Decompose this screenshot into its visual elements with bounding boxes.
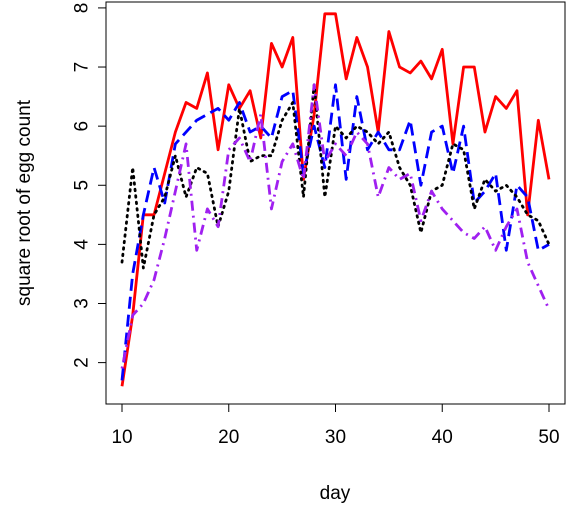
series-line-3 [120, 83, 551, 270]
x-tick-label-40: 40 [432, 427, 453, 448]
series-line-1 [120, 12, 551, 387]
y-tick-label-8: 8 [72, 3, 93, 14]
x-tick-label-30: 30 [325, 427, 346, 448]
x-axis: 10 20 30 40 50 [111, 403, 560, 448]
plot-frame [105, 1, 566, 405]
x-tick-label-50: 50 [538, 427, 559, 448]
y-tick-label-5: 5 [72, 180, 93, 191]
y-tick-label-6: 6 [72, 121, 93, 132]
y-axis: 2 3 4 5 6 7 8 [72, 3, 107, 368]
x-tick-label-20: 20 [218, 427, 239, 448]
series-layer [120, 12, 551, 387]
x-axis-label: day [320, 483, 351, 504]
y-axis-label: square root of egg count [14, 99, 35, 306]
y-tick-label-4: 4 [72, 239, 93, 250]
x-tick-label-10: 10 [111, 427, 132, 448]
y-tick-label-7: 7 [72, 62, 93, 73]
y-tick-label-3: 3 [72, 298, 93, 309]
series-line-4 [120, 83, 551, 369]
y-tick-label-2: 2 [72, 357, 93, 368]
